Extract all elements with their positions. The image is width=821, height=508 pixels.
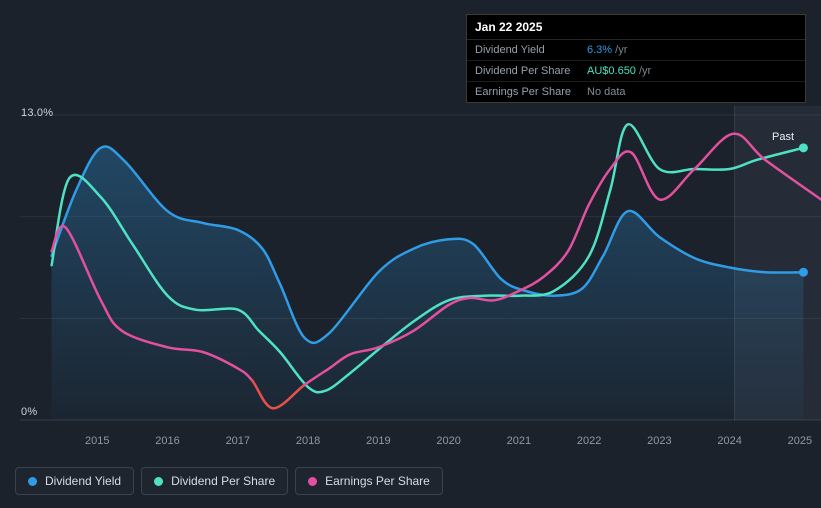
- tooltip-row-value: AU$0.650: [587, 65, 636, 77]
- legend-item-label: Dividend Per Share: [171, 474, 276, 488]
- series-line-earnings-per-share: [250, 378, 306, 410]
- x-axis-tick-label: 2023: [647, 435, 671, 447]
- series-line-earnings-per-share: [303, 132, 821, 387]
- x-axis-tick-label: 2024: [717, 435, 741, 447]
- legend-item-dividend-per-share[interactable]: Dividend Per Share: [141, 467, 289, 495]
- chart-legend: Dividend Yield Dividend Per Share Earnin…: [15, 467, 443, 495]
- past-region: [734, 106, 821, 420]
- tooltip-row-value: 6.3%: [587, 44, 613, 56]
- series-end-dot: [798, 143, 808, 153]
- tooltip-row-suffix: /yr: [612, 44, 628, 56]
- x-axis-tick-label: 2016: [155, 435, 179, 447]
- y-axis-max-label: 13.0%: [21, 107, 54, 119]
- tooltip-row-value-group: AU$0.650 /yr: [587, 65, 797, 77]
- legend-dot-icon: [154, 476, 164, 486]
- tooltip-row-value-group: No data: [587, 86, 797, 98]
- tooltip-row-value: No data: [587, 86, 626, 98]
- legend-item-label: Dividend Yield: [45, 474, 122, 488]
- x-axis-tick-label: 2021: [507, 435, 531, 447]
- x-axis-tick-label: 2018: [296, 435, 320, 447]
- tooltip-row: Earnings Per Share No data: [467, 82, 805, 102]
- tooltip-date: Jan 22 2025: [467, 15, 805, 40]
- x-axis-tick-label: 2025: [788, 435, 812, 447]
- tooltip-row-suffix: /yr: [635, 65, 652, 77]
- y-axis-min-label: 0%: [21, 406, 38, 418]
- chart-tooltip: Jan 22 2025 Dividend Yield 6.3% /yr Divi…: [466, 14, 806, 103]
- past-label: Past: [772, 131, 795, 143]
- x-axis-tick-label: 2015: [85, 435, 109, 447]
- series-line-earnings-per-share: [50, 224, 254, 382]
- legend-item-label: Earnings Per Share: [325, 474, 430, 488]
- tooltip-row-label: Dividend Yield: [475, 44, 545, 56]
- x-axis-tick-label: 2020: [436, 435, 460, 447]
- tooltip-row-label: Earnings Per Share: [475, 86, 571, 98]
- x-axis-tick-label: 2019: [366, 435, 390, 447]
- series-end-dot: [798, 267, 808, 277]
- tooltip-row: Dividend Yield 6.3% /yr: [467, 40, 805, 61]
- x-axis-tick-label: 2017: [226, 435, 250, 447]
- legend-dot-icon: [28, 476, 37, 486]
- tooltip-row-label: Dividend Per Share: [475, 65, 571, 77]
- legend-dot-icon: [308, 476, 318, 486]
- legend-item-dividend-yield[interactable]: Dividend Yield: [15, 467, 135, 495]
- x-axis-tick-label: 2022: [577, 435, 601, 447]
- series-line-dividend-yield: [50, 145, 805, 345]
- tooltip-row: Dividend Per Share AU$0.650 /yr: [467, 61, 805, 82]
- tooltip-row-value-group: 6.3% /yr: [587, 44, 797, 56]
- series-line-dividend-per-share: [50, 123, 805, 394]
- legend-item-earnings-per-share[interactable]: Earnings Per Share: [295, 467, 443, 495]
- dividend-yield-area: [51, 146, 804, 420]
